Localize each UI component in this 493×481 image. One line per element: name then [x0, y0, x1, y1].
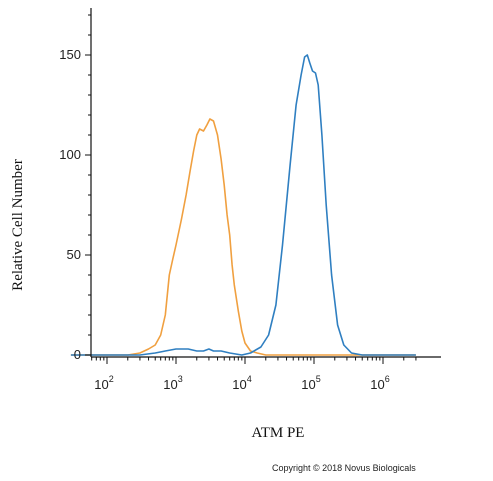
y-axis-title: Relative Cell Number	[10, 159, 26, 291]
y-tick-label: 150	[59, 47, 81, 62]
y-tick-label: 0	[74, 347, 81, 362]
x-tick-label: 103	[163, 374, 182, 392]
x-axis-title: ATM PE	[252, 425, 305, 441]
series-line-1	[70, 118, 416, 356]
plot-area	[70, 54, 416, 356]
y-tick-label: 50	[67, 247, 81, 262]
copyright-notice: Copyright © 2018 Novus Biologicals	[272, 463, 416, 473]
x-tick-label: 105	[301, 374, 320, 392]
x-tick-label: 104	[232, 374, 251, 392]
y-tick-label: 100	[59, 147, 81, 162]
series-line-2	[70, 54, 416, 356]
axes: 0 50 100 150 102 103 104 105 106	[59, 8, 441, 392]
x-tick-label: 106	[370, 374, 389, 392]
x-tick-label: 102	[94, 374, 113, 392]
